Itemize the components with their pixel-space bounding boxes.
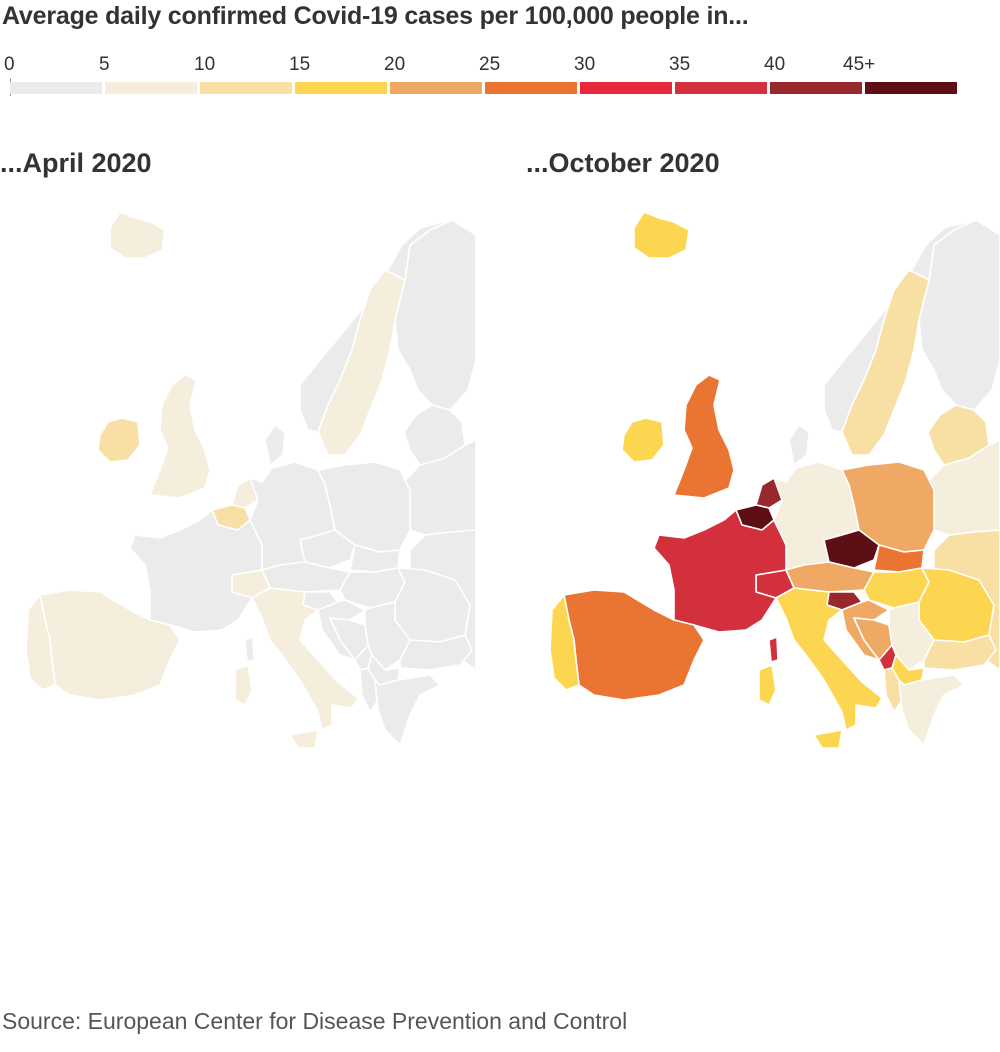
legend-label-7: 35 [669,54,691,75]
color-legend: 0 5 10 15 20 25 30 35 40 45+ [4,54,960,98]
country-bulgaria [399,634,473,671]
country-uk [149,374,211,499]
legend-swatch-6 [580,82,672,94]
country-austria [785,561,875,593]
country-sweden [841,269,930,456]
chart-title: Average daily confirmed Covid-19 cases p… [2,2,749,30]
country-iceland [633,211,690,259]
legend-swatch-1 [105,82,197,94]
country-italy [251,587,359,731]
country-sicily [289,729,319,749]
legend-swatch-5 [485,82,577,94]
country-sicily [813,729,843,749]
country-austria [261,561,351,593]
country-denmark [264,424,286,466]
source-note: Source: European Center for Disease Prev… [2,1008,628,1034]
panel-title-october: ...October 2020 [526,148,720,178]
legend-label-9: 45+ [843,54,876,75]
legend-swatch-7 [675,82,767,94]
country-france [129,509,263,633]
legend-label-4: 20 [384,54,406,75]
legend-label-6: 30 [574,54,596,75]
country-uk [673,374,735,499]
legend-label-2: 10 [194,54,216,75]
country-greece [374,674,441,746]
country-france [653,509,787,633]
country-ireland [621,417,665,463]
legend-label-3: 15 [289,54,311,75]
legend-swatch-0 [10,82,102,94]
legend-swatch-3 [295,82,387,94]
country-sweden [317,269,406,456]
country-bulgaria [923,634,997,671]
panel-title-april: ...April 2020 [0,148,152,178]
country-sardinia [758,664,777,706]
map-october-2020 [524,200,1000,780]
choropleth-svg [549,211,1000,749]
country-corsica [768,636,779,663]
country-portugal [25,594,56,691]
legend-label-0: 0 [4,54,15,75]
legend-swatch-4 [390,82,482,94]
country-sardinia [234,664,253,706]
legend-swatch-8 [770,82,862,94]
legend-swatch-2 [200,82,292,94]
country-denmark [788,424,810,466]
country-corsica [244,636,255,663]
country-iceland [109,211,166,259]
legend-label-8: 40 [764,54,786,75]
country-italy [775,587,883,731]
map-april-2020 [0,200,476,780]
country-portugal [549,594,580,691]
choropleth-svg [25,211,476,749]
legend-label-5: 25 [479,54,501,75]
country-ireland [97,417,141,463]
legend-swatch-9 [865,82,957,94]
country-greece [898,674,965,746]
legend-label-1: 5 [99,54,110,75]
